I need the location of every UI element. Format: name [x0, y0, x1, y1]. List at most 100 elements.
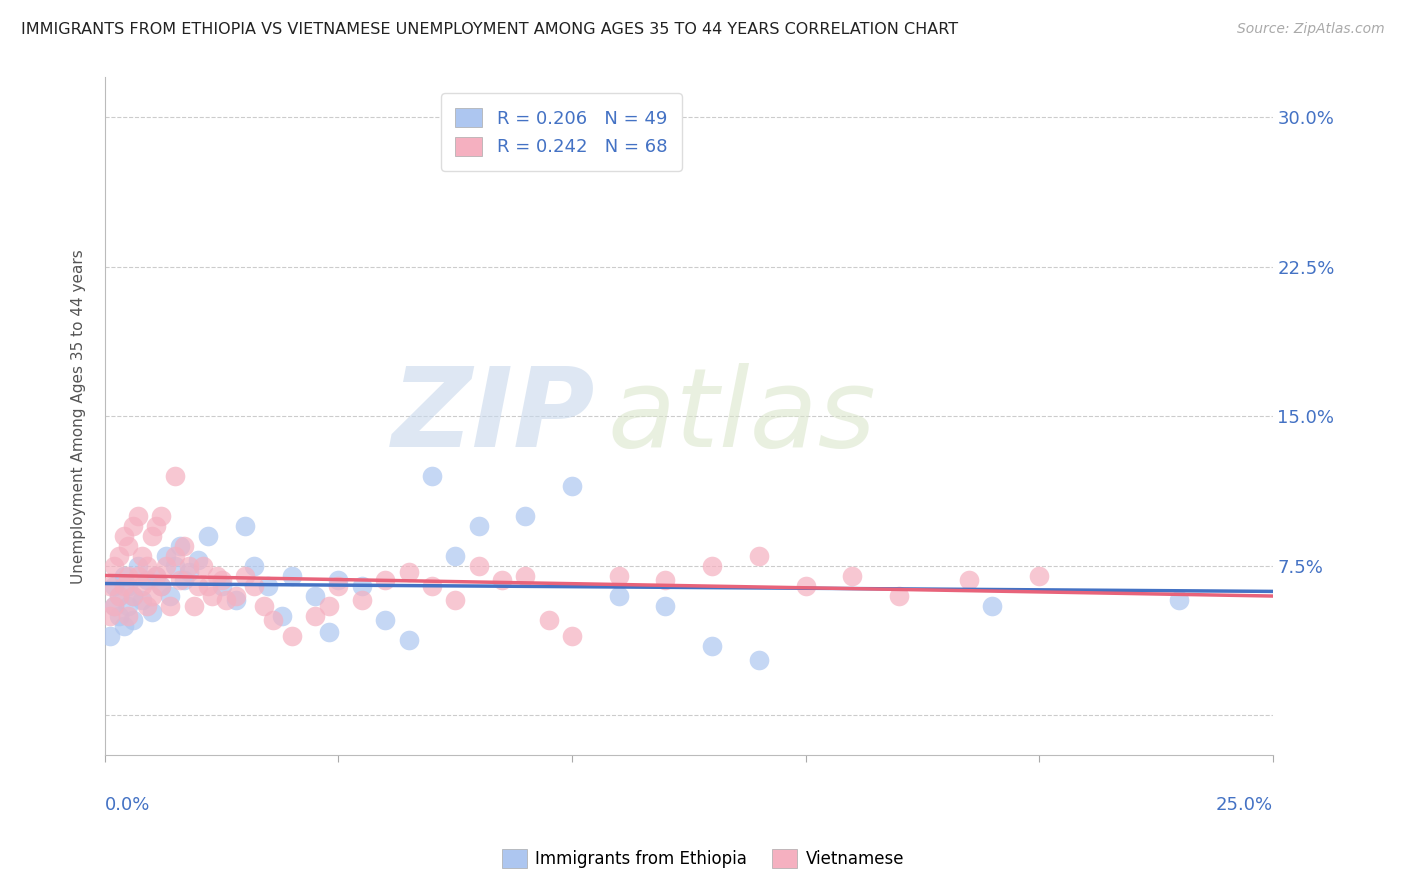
Point [177, 558, 200, 573]
Point [981, 599, 1004, 613]
Point [794, 579, 817, 593]
Point [537, 613, 560, 627]
Point [374, 613, 396, 627]
Point [654, 573, 676, 587]
Point [607, 569, 630, 583]
Point [257, 579, 280, 593]
Point [127, 558, 149, 573]
Point [187, 579, 209, 593]
Point [350, 579, 373, 593]
Point [163, 549, 186, 563]
Point [98, 608, 121, 623]
Point [169, 539, 191, 553]
Text: 0.0%: 0.0% [105, 796, 150, 814]
Point [561, 479, 583, 493]
Point [122, 589, 145, 603]
Point [98, 579, 121, 593]
Point [187, 553, 209, 567]
Point [1028, 569, 1050, 583]
Point [281, 569, 304, 583]
Point [155, 549, 177, 563]
Text: atlas: atlas [607, 363, 876, 470]
Point [112, 619, 135, 633]
Point [117, 579, 139, 593]
Point [328, 573, 350, 587]
Point [112, 569, 135, 583]
Point [136, 599, 159, 613]
Point [173, 539, 195, 553]
Point [173, 573, 195, 587]
Point [607, 589, 630, 603]
Point [145, 519, 167, 533]
Legend: R = 0.206   N = 49, R = 0.242   N = 68: R = 0.206 N = 49, R = 0.242 N = 68 [441, 94, 682, 171]
Point [103, 599, 125, 613]
Point [243, 558, 266, 573]
Point [253, 599, 276, 613]
Point [841, 569, 863, 583]
Point [700, 639, 723, 653]
Point [201, 589, 224, 603]
Point [215, 592, 238, 607]
Point [108, 589, 131, 603]
Point [748, 653, 770, 667]
Point [117, 539, 139, 553]
Point [304, 608, 326, 623]
Point [131, 549, 153, 563]
Point [233, 569, 256, 583]
Point [318, 599, 340, 613]
Point [117, 569, 139, 583]
Point [141, 605, 163, 619]
Point [145, 569, 167, 583]
Point [420, 579, 443, 593]
Point [262, 613, 284, 627]
Point [112, 579, 135, 593]
Point [515, 509, 537, 524]
Point [328, 579, 350, 593]
Point [700, 558, 723, 573]
Point [103, 579, 125, 593]
Point [159, 589, 181, 603]
Point [191, 558, 214, 573]
Point [887, 589, 910, 603]
Point [197, 579, 219, 593]
Point [155, 558, 177, 573]
Point [398, 632, 420, 647]
Point [211, 579, 233, 593]
Point [177, 565, 200, 579]
Point [122, 613, 145, 627]
Point [561, 629, 583, 643]
Point [1168, 592, 1191, 607]
Point [748, 549, 770, 563]
Point [117, 599, 139, 613]
Point [98, 629, 121, 643]
Point [150, 579, 173, 593]
Point [117, 608, 139, 623]
Point [957, 573, 980, 587]
Point [150, 579, 173, 593]
Point [467, 519, 489, 533]
Point [108, 589, 131, 603]
Point [281, 629, 304, 643]
Point [136, 573, 159, 587]
Point [103, 558, 125, 573]
Point [122, 589, 145, 603]
Point [163, 469, 186, 483]
Point [211, 573, 233, 587]
Point [491, 573, 513, 587]
Point [131, 592, 153, 607]
Point [374, 573, 396, 587]
Point [141, 529, 163, 543]
Point [304, 589, 326, 603]
Point [159, 599, 181, 613]
Point [136, 558, 159, 573]
Point [127, 509, 149, 524]
Point [233, 519, 256, 533]
Point [103, 599, 125, 613]
Point [398, 565, 420, 579]
Point [141, 589, 163, 603]
Text: ZIP: ZIP [392, 363, 595, 470]
Point [183, 599, 205, 613]
Point [515, 569, 537, 583]
Point [197, 529, 219, 543]
Point [225, 589, 247, 603]
